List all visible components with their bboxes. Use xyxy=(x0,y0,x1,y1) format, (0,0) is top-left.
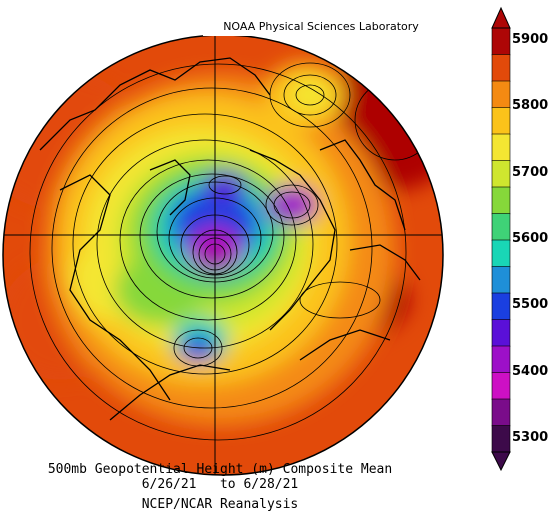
colorbar-segment xyxy=(491,319,511,347)
colorbar-segment xyxy=(491,107,511,135)
caption-dates: 6/26/21 to 6/28/21 xyxy=(141,477,299,492)
colorbar-tick-label: 5700 xyxy=(512,164,549,180)
colorbar-tick-label: 5300 xyxy=(512,430,549,445)
colorbar-tick-label: 5800 xyxy=(512,98,549,114)
colorbar-segment xyxy=(491,372,511,400)
credit-label: NOAA Physical Sciences Laboratory xyxy=(203,18,439,36)
colorbar-segment xyxy=(491,133,511,162)
colorbar-segment xyxy=(491,345,511,374)
caption-source: NCEP/NCAR Reanalysis xyxy=(141,497,299,512)
colorbar-segment xyxy=(491,213,511,241)
colorbar-segment xyxy=(491,27,511,56)
colorbar xyxy=(491,6,511,472)
colorbar-segment xyxy=(491,239,511,268)
colorbar-segment xyxy=(491,160,511,188)
colorbar-segment xyxy=(491,292,511,321)
colorbar-segment xyxy=(491,398,511,427)
colorbar-segment xyxy=(491,80,511,109)
colorbar-tick-label: 5600 xyxy=(512,231,549,246)
colorbar-tick-label: 5500 xyxy=(512,297,549,313)
caption-title: 500mb Geopotential Height (m) Composite … xyxy=(47,462,393,477)
colorbar-segment xyxy=(491,425,511,453)
colorbar-segment xyxy=(491,186,511,215)
colorbar-segment xyxy=(491,266,511,294)
colorbar-segment xyxy=(491,54,511,82)
coastlines xyxy=(39,57,421,421)
height-field xyxy=(3,50,443,425)
colorbar-tick-label: 5900 xyxy=(512,32,549,47)
colorbar-max-arrow xyxy=(491,6,511,29)
colorbar-min-arrow xyxy=(491,451,511,472)
graticule xyxy=(3,35,443,475)
colorbar-tick-label: 5400 xyxy=(512,363,549,379)
